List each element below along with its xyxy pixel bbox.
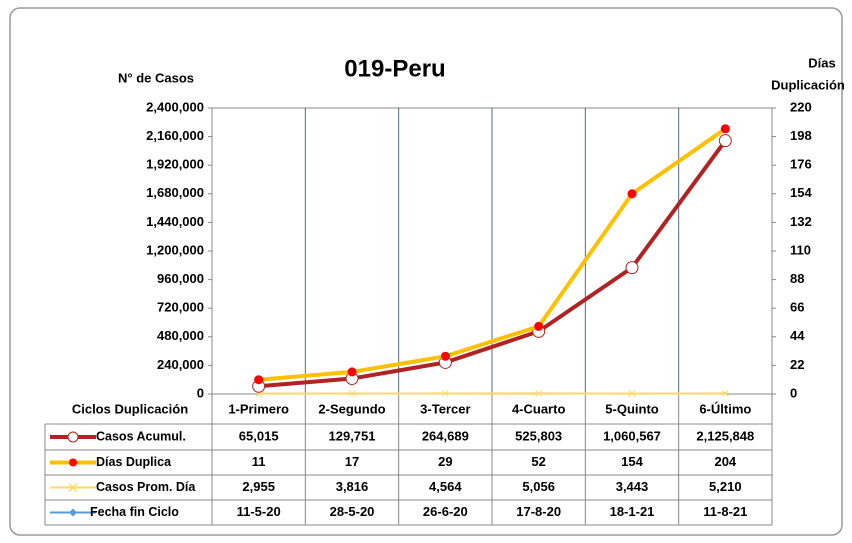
y-tick-label: 1,440,000 <box>146 214 204 229</box>
table-cell: 154 <box>621 454 643 469</box>
y2-axis-label: Días <box>808 55 835 70</box>
y2-tick-label: 220 <box>790 99 812 114</box>
point <box>441 390 449 397</box>
point <box>627 189 637 199</box>
table-cell: 26-6-20 <box>423 504 468 519</box>
table-cell: 3,816 <box>336 479 369 494</box>
point <box>628 390 636 397</box>
y2-tick-label: 132 <box>790 214 812 229</box>
y2-tick-label: 154 <box>790 185 812 200</box>
point <box>254 375 264 385</box>
point <box>534 321 544 331</box>
table-cell: 17-8-20 <box>516 504 561 519</box>
y-tick-label: 960,000 <box>157 271 204 286</box>
y-axis-label: N° de Casos <box>118 70 194 85</box>
point <box>625 261 639 275</box>
table-cell: 17 <box>345 454 359 469</box>
series-line <box>258 127 727 382</box>
y2-tick-label: 88 <box>790 271 804 286</box>
table-cell: 4,564 <box>429 479 462 494</box>
y2-tick-label: 44 <box>790 328 805 343</box>
y2-axis-label: Duplicación <box>771 77 845 92</box>
point <box>347 367 357 377</box>
legend-key <box>69 508 77 517</box>
x-tick-label: 6-Último <box>699 401 751 416</box>
point <box>535 390 543 397</box>
legend-key <box>69 458 77 467</box>
table-cell: 28-5-20 <box>330 504 375 519</box>
table-cell: 11 <box>252 454 266 469</box>
x-tick-label: 5-Quinto <box>605 401 658 416</box>
chart-title: 019-Peru <box>344 55 445 82</box>
y2-tick-label: 176 <box>790 157 812 172</box>
table-cell: 65,015 <box>239 428 279 443</box>
legend-label: Casos Prom. Día <box>96 480 196 494</box>
point <box>718 134 732 148</box>
legend-label: Fecha fin Ciclo <box>90 505 179 519</box>
table-cell: 5,056 <box>522 479 555 494</box>
table-header: Ciclos Duplicación <box>72 401 188 416</box>
legend-label: Días Duplica <box>96 455 172 469</box>
chart-frame <box>9 7 843 536</box>
table-cell: 3,443 <box>616 479 649 494</box>
legend-label: Casos Acumul. <box>96 429 186 443</box>
y-tick-label: 720,000 <box>157 300 204 315</box>
table-cell: 264,689 <box>422 428 469 443</box>
point <box>348 390 356 397</box>
table-cell: 18-1-21 <box>610 504 655 519</box>
y-tick-label: 1,200,000 <box>146 242 204 257</box>
y-tick-label: 240,000 <box>157 357 204 372</box>
table-cell: 525,803 <box>515 428 562 443</box>
x-tick-label: 2-Segundo <box>318 401 385 416</box>
y-tick-label: 0 <box>197 385 204 400</box>
y2-tick-label: 110 <box>790 242 811 257</box>
point <box>720 124 730 134</box>
series-line <box>258 139 727 389</box>
y2-tick-label: 0 <box>790 385 797 400</box>
y-tick-label: 2,400,000 <box>146 99 204 114</box>
table-cell: 29 <box>438 454 452 469</box>
table-cell: 1,060,567 <box>603 428 661 443</box>
y2-tick-label: 198 <box>790 128 812 143</box>
table-cell: 11-8-21 <box>703 504 747 519</box>
x-tick-label: 1-Primero <box>228 401 289 416</box>
table-cell: 52 <box>531 454 545 469</box>
point <box>440 351 450 361</box>
table-cell: 129,751 <box>329 428 376 443</box>
x-tick-label: 3-Tercer <box>420 401 470 416</box>
table-cell: 204 <box>714 454 736 469</box>
point <box>721 390 729 397</box>
x-tick-label: 4-Cuarto <box>512 401 566 416</box>
y-tick-label: 1,920,000 <box>146 157 204 172</box>
legend-key <box>67 431 79 443</box>
y2-tick-label: 22 <box>790 357 804 372</box>
table-cell: 5,210 <box>709 479 742 494</box>
table-cell: 2,955 <box>242 479 275 494</box>
y-tick-label: 480,000 <box>157 328 204 343</box>
legend-key <box>68 482 78 493</box>
y-tick-label: 1,680,000 <box>146 185 204 200</box>
y-tick-label: 2,160,000 <box>146 128 204 143</box>
y2-tick-label: 66 <box>790 300 804 315</box>
table-cell: 2,125,848 <box>696 428 754 443</box>
table-cell: 11-5-20 <box>237 504 281 519</box>
